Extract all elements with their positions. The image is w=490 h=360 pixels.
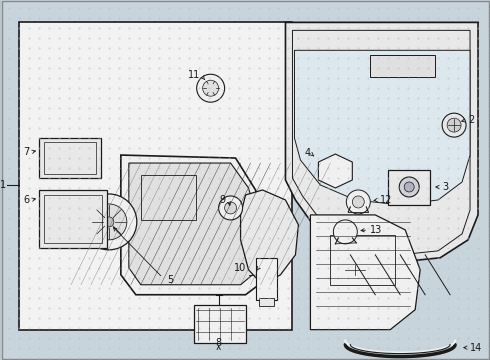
Circle shape: [399, 177, 419, 197]
Bar: [39, 190, 107, 248]
Text: 8: 8: [216, 338, 221, 348]
Circle shape: [352, 196, 364, 208]
Circle shape: [104, 217, 114, 227]
Circle shape: [447, 118, 461, 132]
Text: 11: 11: [189, 70, 201, 80]
Polygon shape: [294, 50, 470, 205]
Text: 14: 14: [470, 343, 482, 352]
Text: 12: 12: [380, 195, 392, 205]
Bar: [44, 142, 96, 174]
Text: 7: 7: [23, 147, 29, 157]
Bar: [330, 235, 395, 285]
Bar: [39, 138, 101, 178]
Circle shape: [81, 194, 137, 250]
Text: 5: 5: [168, 275, 174, 285]
Text: 1: 1: [0, 180, 6, 190]
Bar: [194, 305, 245, 343]
Bar: [370, 55, 435, 77]
Polygon shape: [310, 215, 420, 330]
Circle shape: [91, 204, 127, 240]
Circle shape: [346, 190, 370, 214]
Text: 9: 9: [220, 195, 226, 205]
Polygon shape: [318, 154, 352, 188]
Text: 3: 3: [442, 182, 448, 192]
Bar: [256, 258, 277, 300]
Circle shape: [224, 202, 237, 214]
Bar: [19, 22, 293, 330]
Circle shape: [203, 80, 219, 96]
Polygon shape: [129, 163, 263, 285]
Bar: [388, 170, 430, 205]
Circle shape: [442, 113, 466, 137]
Circle shape: [404, 182, 414, 192]
Bar: [44, 195, 102, 243]
Polygon shape: [286, 22, 478, 262]
Circle shape: [219, 196, 243, 220]
Circle shape: [196, 74, 224, 102]
Bar: [141, 175, 196, 220]
Text: 13: 13: [370, 225, 383, 235]
Circle shape: [333, 220, 357, 244]
Text: 2: 2: [468, 115, 474, 125]
Polygon shape: [121, 155, 270, 295]
Text: 4: 4: [304, 148, 310, 158]
Bar: [259, 298, 274, 306]
Text: 6: 6: [23, 195, 29, 205]
Polygon shape: [241, 190, 298, 285]
Text: 10: 10: [234, 263, 246, 273]
